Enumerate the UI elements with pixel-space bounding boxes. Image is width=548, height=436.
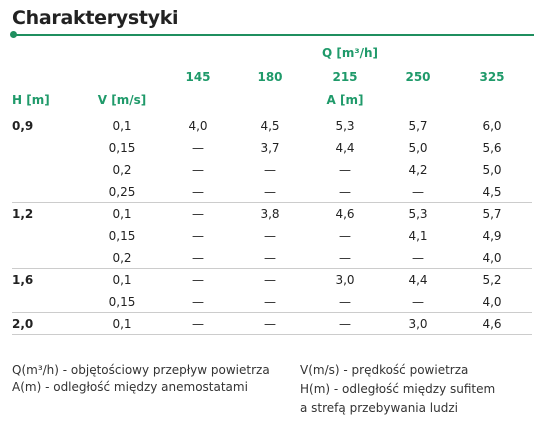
h-value: 1,2 [12, 207, 34, 221]
q-value: 250 [405, 70, 431, 84]
a-value: — [412, 295, 424, 309]
a-value: 4,0 [482, 251, 502, 265]
a-value: 6,0 [482, 119, 502, 133]
note: Q(m³/h) - objętościowy przepływ powietrz… [12, 363, 270, 377]
note: a strefą przebywania ludzi [300, 401, 458, 415]
a-value: — [264, 273, 276, 287]
a-value: 3,0 [335, 273, 355, 287]
a-value: 4,4 [408, 273, 428, 287]
a-value: — [264, 163, 276, 177]
a-value: — [339, 251, 351, 265]
a-value: — [192, 317, 204, 331]
v-value: 0,15 [108, 141, 136, 155]
v-value: 0,1 [112, 119, 132, 133]
title-dot [10, 31, 17, 38]
separator [12, 202, 532, 203]
a-value: 5,6 [482, 141, 502, 155]
a-value: 4,4 [335, 141, 355, 155]
a-value: — [412, 251, 424, 265]
a-value: — [339, 185, 351, 199]
a-value: — [192, 141, 204, 155]
note: H(m) - odległość między sufitem [300, 382, 496, 396]
a-value: — [264, 185, 276, 199]
a-value: — [192, 185, 204, 199]
a-value: 4,0 [482, 295, 502, 309]
v-value: 0,2 [112, 163, 132, 177]
a-label: A [m] [326, 93, 364, 107]
a-value: — [264, 229, 276, 243]
a-value: — [339, 229, 351, 243]
a-value: 5,0 [482, 163, 502, 177]
a-value: 3,7 [260, 141, 280, 155]
q-value: 325 [479, 70, 505, 84]
q-value: 145 [185, 70, 211, 84]
a-value: — [192, 273, 204, 287]
a-value: 4,2 [408, 163, 428, 177]
a-value: 4,5 [260, 119, 280, 133]
a-value: — [339, 317, 351, 331]
v-label: V [m/s] [97, 93, 147, 107]
a-value: 4,1 [408, 229, 428, 243]
separator [12, 312, 532, 313]
title-rule [14, 34, 534, 36]
a-value: 5,7 [482, 207, 502, 221]
a-value: — [264, 317, 276, 331]
v-value: 0,1 [112, 207, 132, 221]
a-value: 4,6 [482, 317, 502, 331]
a-value: 5,7 [408, 119, 428, 133]
a-value: — [192, 251, 204, 265]
title: Charakterystyki [12, 7, 179, 29]
h-label: H [m] [12, 93, 50, 107]
q-value: 180 [257, 70, 283, 84]
a-value: 4,5 [482, 185, 502, 199]
a-value: 3,8 [260, 207, 280, 221]
v-value: 0,15 [108, 295, 136, 309]
a-value: — [192, 163, 204, 177]
a-value: — [192, 229, 204, 243]
h-value: 2,0 [12, 317, 34, 331]
a-value: — [264, 251, 276, 265]
note: V(m/s) - prędkość powietrza [300, 363, 469, 377]
a-value: 4,9 [482, 229, 502, 243]
separator [12, 268, 532, 269]
a-value: 3,0 [408, 317, 428, 331]
q-label: Q [m³/h] [321, 46, 379, 60]
h-value: 1,6 [12, 273, 34, 287]
q-value: 215 [332, 70, 358, 84]
h-value: 0,9 [12, 119, 34, 133]
a-value: 4,0 [188, 119, 208, 133]
a-value: 5,0 [408, 141, 428, 155]
note: A(m) - odległość między anemostatami [12, 380, 248, 394]
v-value: 0,25 [108, 185, 136, 199]
a-value: — [412, 185, 424, 199]
a-value: — [192, 207, 204, 221]
a-value: — [339, 295, 351, 309]
v-value: 0,2 [112, 251, 132, 265]
a-value: — [339, 163, 351, 177]
a-value: 5,3 [335, 119, 355, 133]
separator [12, 334, 532, 335]
a-value: — [192, 295, 204, 309]
a-value: — [264, 295, 276, 309]
a-value: 5,2 [482, 273, 502, 287]
v-value: 0,1 [112, 317, 132, 331]
v-value: 0,1 [112, 273, 132, 287]
a-value: 4,6 [335, 207, 355, 221]
a-value: 5,3 [408, 207, 428, 221]
v-value: 0,15 [108, 229, 136, 243]
